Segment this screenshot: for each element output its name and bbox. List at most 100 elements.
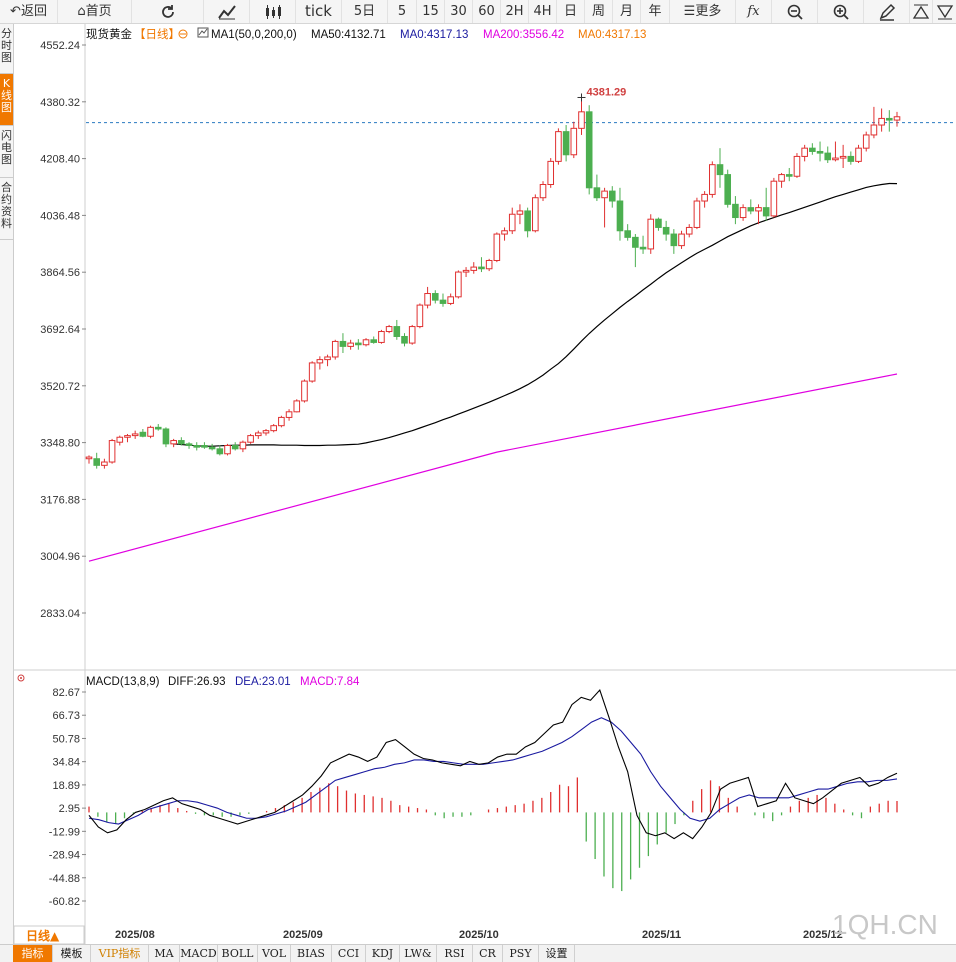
tab-kline[interactable]: K线图 [0,74,13,126]
zoom-out-button[interactable] [772,0,818,23]
tab-ma[interactable]: MA [149,945,180,962]
candle-body [316,359,324,364]
candle [324,354,331,367]
period-60min[interactable]: 60 [473,0,501,23]
candle-body [555,131,562,162]
refresh-button[interactable] [132,0,204,23]
tab-flash[interactable]: 闪电图 [0,126,13,178]
period-5min[interactable]: 5 [388,0,417,23]
period-day[interactable]: 日 [557,0,585,23]
candle [670,229,678,254]
period-week[interactable]: 周 [585,0,613,23]
tab-cr[interactable]: CR [473,945,503,962]
tab-template[interactable]: 模板 [53,945,91,962]
macd-value: MACD:7.84 [300,676,360,688]
candle [508,207,516,235]
line-chart-button[interactable] [204,0,250,23]
tab-vip-indicator[interactable]: VIP指标 [91,945,149,962]
candle-body [839,155,847,159]
period-dropdown-button[interactable]: 日线▲ [13,925,85,944]
tab-settings[interactable]: 设置 [539,945,575,962]
dea-line [88,717,898,825]
candle [824,146,832,164]
candle-chart-button[interactable] [250,0,296,23]
collapse-up-button[interactable] [910,0,933,23]
draw-button[interactable] [864,0,910,23]
candle-body [247,435,254,443]
tab-cci[interactable]: CCI [332,945,366,962]
candle [355,339,362,350]
tab-timeshare[interactable]: 分时图 [0,24,13,74]
refresh-icon [161,4,174,18]
candle [847,151,855,165]
period-15min[interactable]: 15 [417,0,445,23]
y-tick-label: 3348.80 [40,438,80,450]
indicator-bar: 指标 模板 VIP指标 MA MACD BOLL VOL BIAS CCI KD… [0,944,956,962]
candle-body [270,425,277,432]
candle-body [285,411,293,418]
period-month[interactable]: 月 [613,0,641,23]
period-2h[interactable]: 2H [501,0,529,23]
back-button[interactable]: ↶返回 [0,0,58,23]
zoom-out-icon [787,4,803,20]
candle-body [201,445,208,448]
candle-body [485,259,493,270]
tab-indicator[interactable]: 指标 [13,945,53,962]
home-button[interactable]: ⌂首页 [58,0,132,23]
tab-lw[interactable]: LW& [400,945,437,962]
candle [778,172,785,188]
period-5day[interactable]: 5日 [342,0,388,23]
settings-icon[interactable] [178,29,188,39]
ma200-path [88,373,898,562]
candle-body [462,269,470,273]
tick-button[interactable]: tick [296,0,342,23]
candle-body [778,174,785,182]
candle-body [339,340,347,347]
period-4h[interactable]: 4H [529,0,557,23]
candle-body [639,246,647,250]
period-30min[interactable]: 30 [445,0,473,23]
candle [339,333,347,353]
zoom-in-button[interactable] [818,0,864,23]
candle [416,303,424,329]
instrument-name: 现货黄金 [86,27,132,41]
tab-vol[interactable]: VOL [258,945,291,962]
candle-body [493,233,501,261]
candle [478,257,485,273]
candle-body [547,160,555,186]
candle [485,258,493,272]
tab-bias[interactable]: BIAS [291,945,332,962]
candle [570,121,578,159]
candle-body [231,445,239,450]
tab-rsi[interactable]: RSI [437,945,473,962]
indicator-settings-icon[interactable] [17,674,25,682]
candle-body [562,131,570,156]
formula-button[interactable]: fx [736,0,772,23]
tab-kdj[interactable]: KDJ [366,945,400,962]
period-year[interactable]: 年 [641,0,670,23]
candle-body [401,335,408,344]
candle [147,425,154,439]
candle [739,204,747,221]
tab-psy[interactable]: PSY [503,945,539,962]
kline-chart[interactable]: 4552.24 4380.32 4208.40 4036.48 3864.56 3692.… [0,24,956,944]
candle-body [154,426,162,430]
tab-macd[interactable]: MACD [180,945,218,962]
candle [516,204,524,225]
candle [154,424,162,431]
tab-contract-info[interactable]: 合约资料 [0,178,13,240]
candle [455,270,462,299]
x-axis: 2025/08 2025/09 2025/10 2025/11 2025/12 [115,929,843,941]
candle-body [216,448,224,455]
candle [870,106,878,139]
candle [262,428,270,436]
macd-title: MACD(13,8,9) [86,676,160,688]
candle-body [816,150,824,154]
indicator-icon[interactable] [197,27,209,38]
candle [862,131,870,152]
more-button[interactable]: ☰更多 [670,0,736,23]
candle-body [370,339,378,343]
x-tick-label: 2025/11 [642,929,681,941]
collapse-down-button[interactable] [933,0,956,23]
tab-boll[interactable]: BOLL [218,945,258,962]
